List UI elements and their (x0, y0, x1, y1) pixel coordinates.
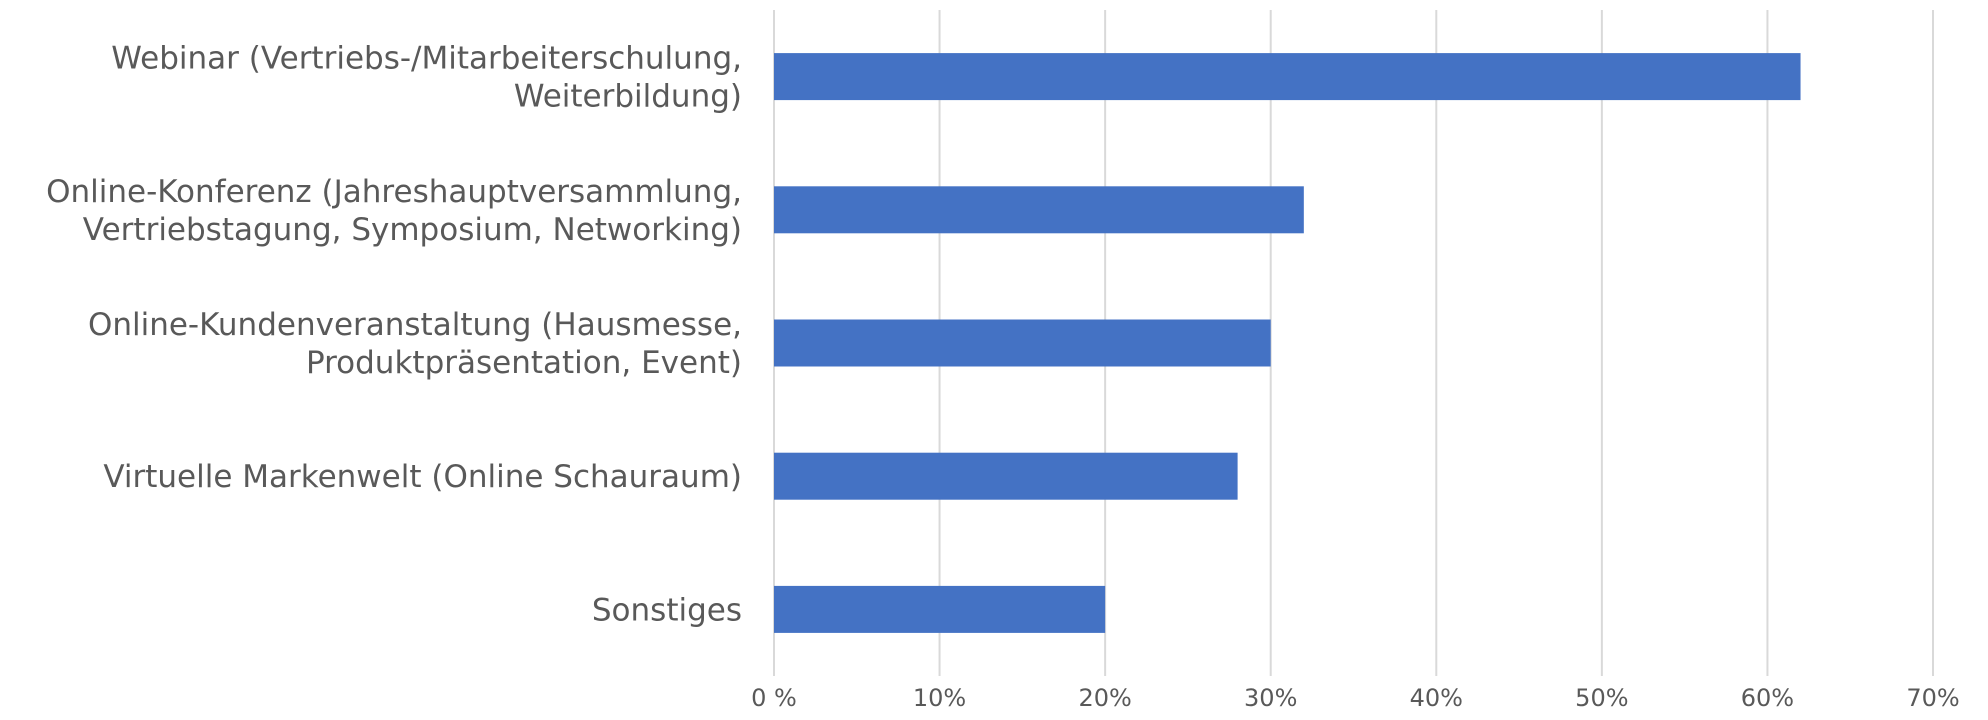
category-label-line: Weiterbildung) (514, 79, 742, 115)
bar (774, 319, 1271, 367)
x-tick-label: 20% (1078, 684, 1131, 712)
bar (774, 53, 1801, 101)
category-label: Virtuelle Markenwelt (Online Schauraum) (103, 459, 742, 495)
bar (774, 186, 1304, 234)
category-label: Online-Kundenveranstaltung (Hausmesse, Pr… (88, 307, 742, 381)
x-tick-label: 60% (1741, 684, 1794, 712)
bar (774, 585, 1106, 633)
x-tick-label: 40% (1410, 684, 1463, 712)
category-label-line: Virtuelle Markenwelt (Online Schauraum) (103, 459, 742, 495)
x-tick-label: 10% (913, 684, 966, 712)
x-axis-tick-labels: 0 % 10% 20% 30% 40% 50% 60% 70% (751, 684, 1960, 712)
category-label: Sonstiges (592, 592, 742, 628)
category-label-line: Sonstiges (592, 592, 742, 628)
category-labels: Webinar (Vertriebs-/Mitarbeiterschulung,… (46, 41, 742, 629)
bars (774, 53, 1801, 633)
x-tick-label: 50% (1575, 684, 1628, 712)
category-label: Webinar (Vertriebs-/Mitarbeiterschulung,… (111, 41, 742, 115)
category-label-line: Produktpräsentation, Event) (306, 345, 742, 381)
x-tick-label: 0 % (751, 684, 797, 712)
category-label-line: Vertriebstagung, Symposium, Networking) (83, 212, 742, 248)
x-tick-label: 70% (1906, 684, 1959, 712)
category-label-line: Online-Konferenz (Jahreshauptversammlung… (46, 174, 742, 210)
category-label: Online-Konferenz (Jahreshauptversammlung… (46, 174, 742, 248)
bar (774, 452, 1238, 500)
category-label-line: Webinar (Vertriebs-/Mitarbeiterschulung, (111, 41, 742, 77)
x-tick-label: 30% (1244, 684, 1297, 712)
category-label-line: Online-Kundenveranstaltung (Hausmesse, (88, 307, 742, 343)
